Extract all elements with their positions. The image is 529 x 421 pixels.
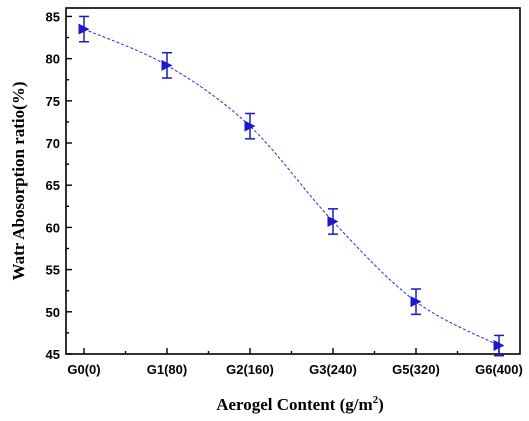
x-tick-label: G6(400) (475, 362, 523, 377)
x-tick-label: G1(80) (147, 362, 187, 377)
y-tick-label: 45 (46, 347, 60, 362)
y-tick-label: 75 (46, 94, 60, 109)
data-point-marker (78, 23, 90, 35)
x-tick-label: G3(240) (309, 362, 357, 377)
y-axis-title: Watr Abosorption ratio(%) (9, 82, 28, 281)
plot-frame (65, 7, 521, 355)
x-axis-ticks: G0(0) G1(80) G2(160) G3(240) G5(320) G6(400) (67, 348, 523, 377)
y-axis-ticks: 45 50 55 60 65 70 75 80 85 (46, 9, 72, 362)
y-tick-label: 55 (46, 263, 60, 278)
y-tick-label: 50 (46, 305, 60, 320)
y-tick-label: 85 (46, 9, 60, 24)
data-point-marker (161, 59, 173, 71)
y-tick-label: 80 (46, 52, 60, 67)
series (78, 15, 505, 357)
x-axis-title: Aerogel Content (g/m2) (216, 394, 384, 414)
y-tick-label: 60 (46, 220, 60, 235)
series-line (83, 28, 500, 347)
data-point-marker (410, 296, 422, 308)
x-tick-label: G2(160) (226, 362, 274, 377)
data-point-marker (493, 340, 505, 352)
data-point-marker (327, 216, 339, 228)
y-tick-label: 70 (46, 136, 60, 151)
data-point-marker (244, 120, 256, 132)
x-tick-label: G5(320) (392, 362, 440, 377)
y-tick-label: 65 (46, 178, 60, 193)
x-tick-label: G0(0) (67, 362, 100, 377)
plot-area (65, 7, 521, 355)
